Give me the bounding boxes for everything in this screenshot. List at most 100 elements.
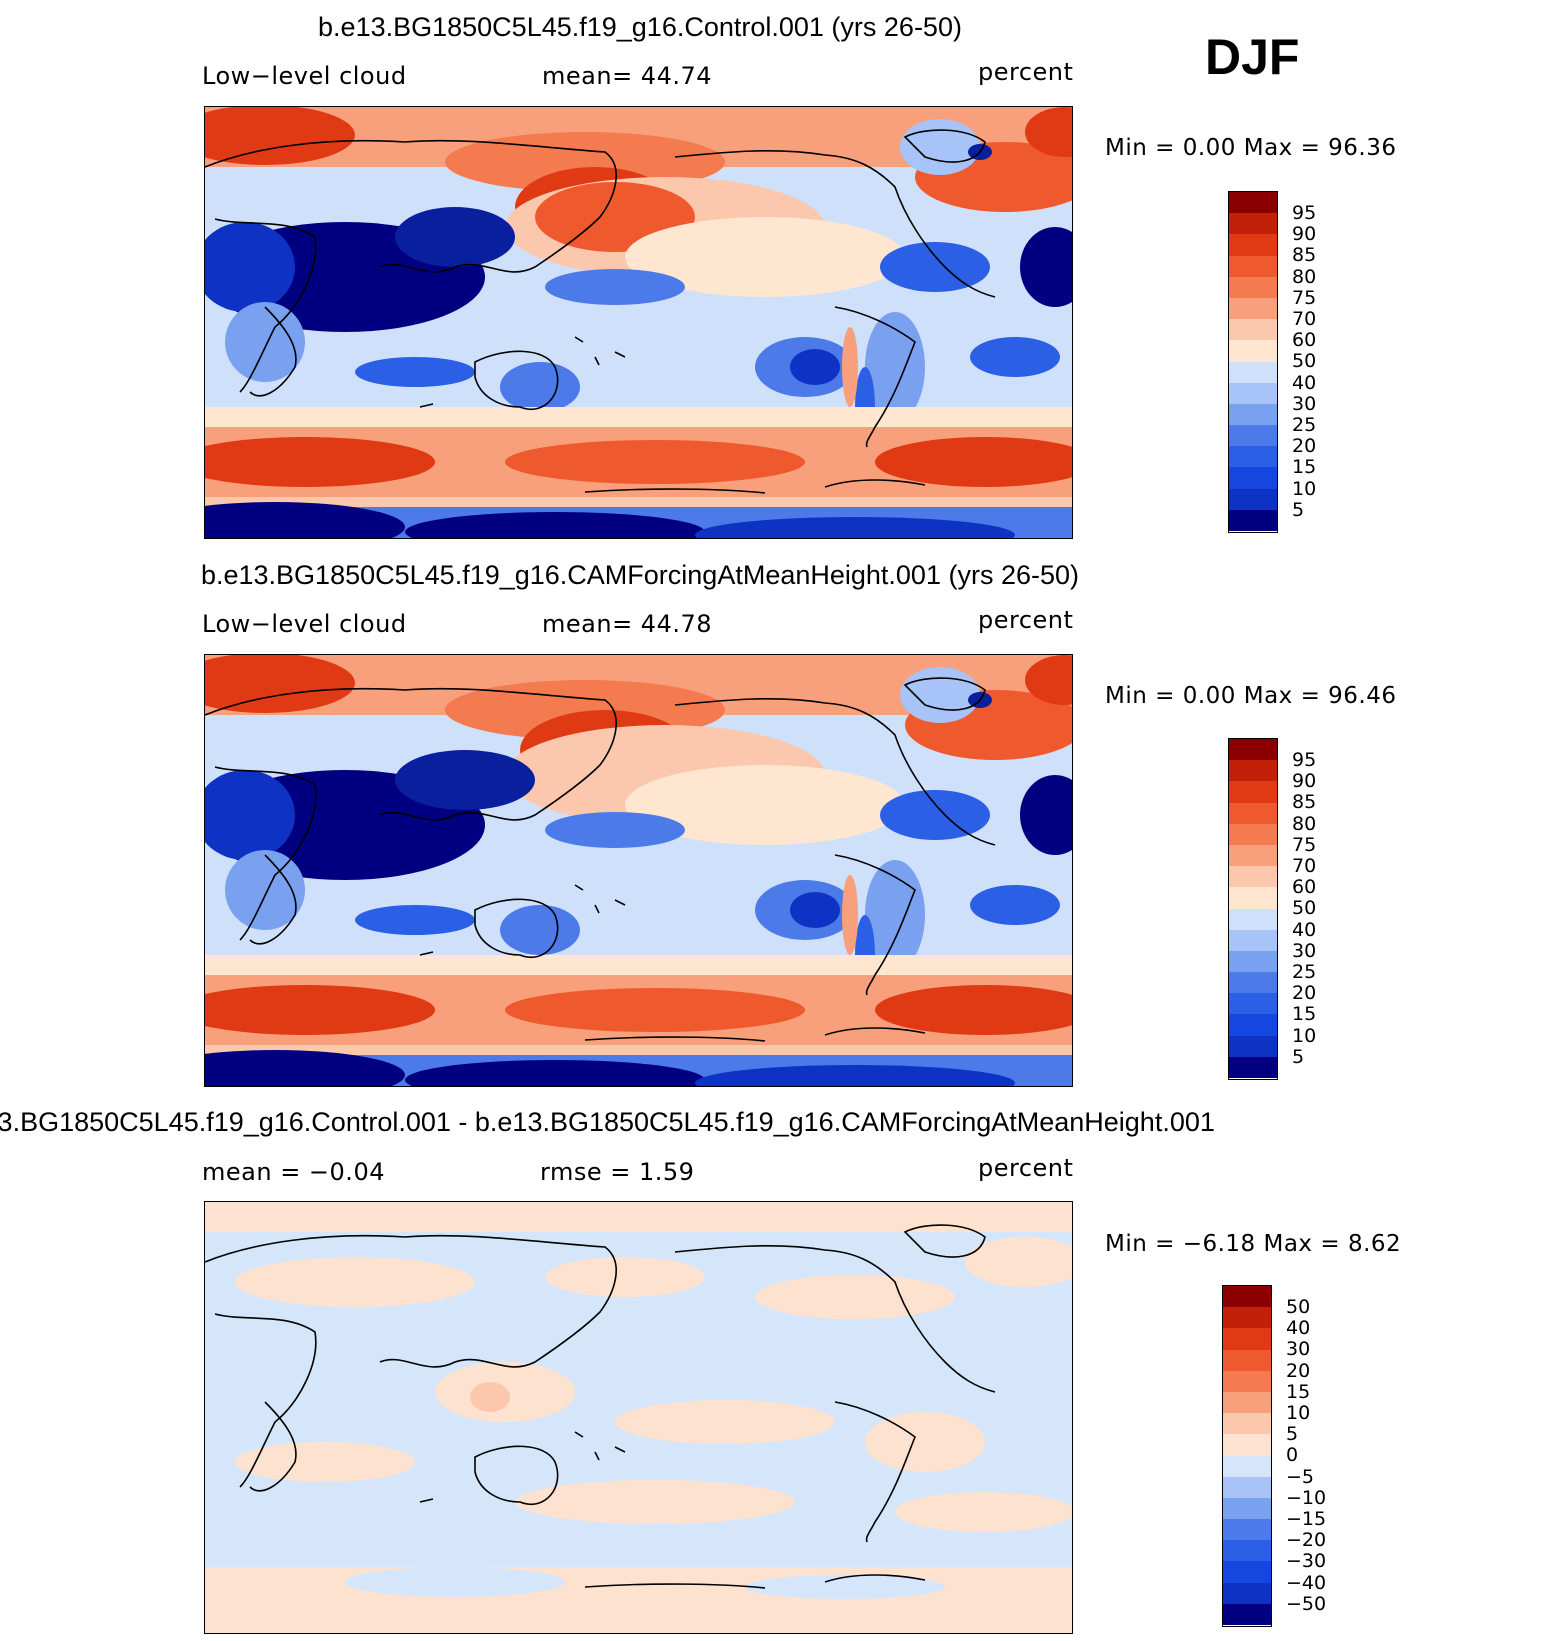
cloud-field <box>545 269 685 305</box>
antarctica-coast <box>584 1027 926 1042</box>
cloud-field <box>505 440 805 484</box>
colorbar-labels: 95 90 85 80 75 70 60 50 40 30 25 20 15 1… <box>1292 202 1317 521</box>
colorbar-swatch <box>1229 887 1277 909</box>
colorbar-label: 50 <box>1286 1296 1311 1318</box>
colorbar-swatch <box>1229 929 1277 951</box>
colorbar-swatch <box>1229 908 1277 930</box>
colorbar-label: 40 <box>1292 918 1317 941</box>
colorbar-swatch <box>1229 823 1277 845</box>
colorbar-swatch <box>1223 1370 1271 1392</box>
difference-patch <box>895 1492 1072 1532</box>
eurasia-coast <box>205 1234 617 1368</box>
cloud-field <box>445 132 725 192</box>
colorbar-label: 20 <box>1292 982 1317 1005</box>
colorbar-swatch <box>1223 1519 1271 1541</box>
difference-patch <box>965 1237 1072 1287</box>
colorbar-label: −5 <box>1286 1465 1315 1488</box>
cloud-field <box>205 437 435 487</box>
colorbar-label: 25 <box>1292 414 1317 437</box>
colorbar-label: 40 <box>1292 371 1317 394</box>
islands-coast <box>419 336 626 408</box>
cloud-field <box>405 512 705 538</box>
cloud-field <box>900 119 980 175</box>
cloud-field <box>1020 227 1072 307</box>
colorbar-swatch <box>1223 1582 1271 1604</box>
colorbar-label: 95 <box>1292 202 1317 224</box>
cloud-field <box>545 812 685 848</box>
colorbar-swatch <box>1229 972 1277 994</box>
colorbar-label: 0 <box>1286 1444 1299 1467</box>
cloud-field <box>205 107 355 165</box>
colorbar-label: 10 <box>1286 1402 1311 1425</box>
colorbar-swatch <box>1223 1497 1271 1520</box>
difference-patch <box>235 1442 415 1482</box>
colorbar-label: −50 <box>1286 1592 1327 1615</box>
colorbar-swatch <box>1229 340 1277 362</box>
colorbar-label: 75 <box>1292 833 1317 856</box>
eurasia-coast <box>205 139 617 273</box>
map-panel <box>204 654 1073 1087</box>
difference-patch <box>205 1202 1072 1232</box>
colorbar-swatch <box>1229 403 1277 426</box>
colorbar-labels: 50 40 30 20 15 10 5 0 −5 −10 −15 −20 −30… <box>1286 1296 1327 1615</box>
australia-coast <box>474 350 559 410</box>
coastlines <box>205 129 996 494</box>
australia-coast <box>474 1445 559 1505</box>
cloud-field <box>395 207 515 267</box>
cloud-field <box>355 357 475 387</box>
eurasia-coast <box>205 687 617 821</box>
colorbar-swatch <box>1229 234 1277 256</box>
cloud-field <box>205 1050 405 1086</box>
cloud-field <box>625 217 905 297</box>
cloud-field <box>500 362 580 412</box>
cloud-field <box>900 667 980 723</box>
greenland-coast <box>903 1224 986 1258</box>
colorbar-swatch <box>1223 1391 1271 1414</box>
colorbar-label: 95 <box>1292 749 1317 771</box>
colorbar-swatch <box>1229 802 1277 824</box>
colorbar-swatch <box>1229 319 1277 341</box>
map-panel <box>204 1201 1073 1634</box>
difference-patch <box>235 1257 475 1307</box>
colorbar-swatch <box>1223 1413 1271 1435</box>
panel-title: b.e13.BG1850C5L45.f19_g16.Control.001 - … <box>0 1107 1215 1137</box>
colorbar <box>1222 1285 1272 1627</box>
colorbar-swatch <box>1229 781 1277 803</box>
colorbar-label: 20 <box>1292 435 1317 458</box>
colorbar-label: −10 <box>1286 1486 1327 1509</box>
colorbar-swatch <box>1223 1434 1271 1456</box>
islands-coast <box>419 1431 626 1503</box>
colorbar-swatch <box>1229 739 1277 761</box>
colorbar-swatch <box>1223 1307 1271 1329</box>
colorbar-swatch <box>1229 255 1277 277</box>
colorbar-swatch <box>1229 488 1277 510</box>
colorbar-swatch <box>1223 1349 1271 1371</box>
colorbar-swatch <box>1229 760 1277 782</box>
colorbar-swatch <box>1229 993 1277 1015</box>
colorbar-label: 5 <box>1292 498 1305 521</box>
colorbar-swatch <box>1223 1328 1271 1350</box>
colorbar-swatch <box>1229 509 1277 531</box>
map-svg <box>205 655 1072 1086</box>
cloud-field <box>205 985 435 1035</box>
cloud-field <box>970 337 1060 377</box>
map-svg <box>205 107 1072 538</box>
colorbar-swatch <box>1223 1540 1271 1562</box>
units-label: percent <box>978 1154 1074 1182</box>
colorbar-swatch <box>1229 297 1277 320</box>
colorbar-label: 5 <box>1286 1423 1299 1446</box>
variable-label: Low−level cloud <box>202 610 407 638</box>
colorbar-label: 25 <box>1292 961 1317 984</box>
colorbar-swatch <box>1229 446 1277 468</box>
americas-coast <box>674 697 996 996</box>
colorbar-swatch <box>1229 1035 1277 1057</box>
colorbar-swatch <box>1229 361 1277 383</box>
colorbar-swatch <box>1223 1603 1271 1625</box>
colorbar-swatch <box>1229 1056 1277 1078</box>
colorbar-swatch <box>1229 467 1277 489</box>
colorbar-label: 60 <box>1292 329 1317 352</box>
cloud-field <box>790 892 840 928</box>
colorbar-label: 85 <box>1292 791 1317 814</box>
colorbar-swatch <box>1223 1476 1271 1498</box>
greenland-coast <box>903 677 986 711</box>
